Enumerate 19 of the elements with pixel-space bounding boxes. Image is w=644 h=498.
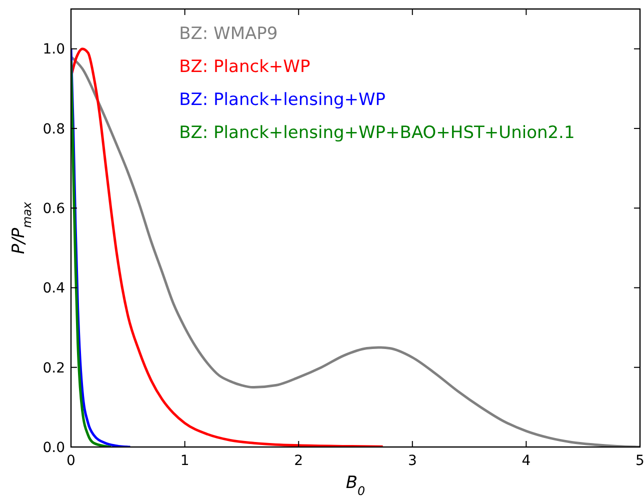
x-tick-label: 4 bbox=[522, 453, 531, 469]
line-series bbox=[71, 60, 112, 447]
y-tick-label: 1.0 bbox=[42, 42, 65, 58]
text: BZ: Planck+lensing+WP bbox=[179, 90, 386, 110]
x-tick-label: 5 bbox=[636, 453, 644, 469]
x-tick-label: 3 bbox=[408, 453, 417, 469]
text: BZ: Planck+lensing+WP+BAO+HST+Union2.1 bbox=[179, 123, 575, 143]
text: BZ: WMAP9 bbox=[179, 24, 278, 44]
x-tick-label: 0 bbox=[66, 453, 76, 469]
y-tick-label: 0.6 bbox=[42, 200, 66, 217]
line-series bbox=[71, 56, 640, 447]
x-tick-label: 2 bbox=[294, 453, 304, 469]
x-tick-label: 1 bbox=[180, 453, 190, 469]
y-tick-label: 0.4 bbox=[42, 280, 66, 297]
x-axis-title: B$_{0}$ bbox=[346, 473, 366, 498]
y-tick-label: 0.8 bbox=[42, 121, 65, 138]
y-tick-label: 0.2 bbox=[42, 360, 65, 376]
y-tick-label: 0.0 bbox=[42, 440, 65, 456]
text: BZ: Planck+WP bbox=[179, 57, 310, 77]
